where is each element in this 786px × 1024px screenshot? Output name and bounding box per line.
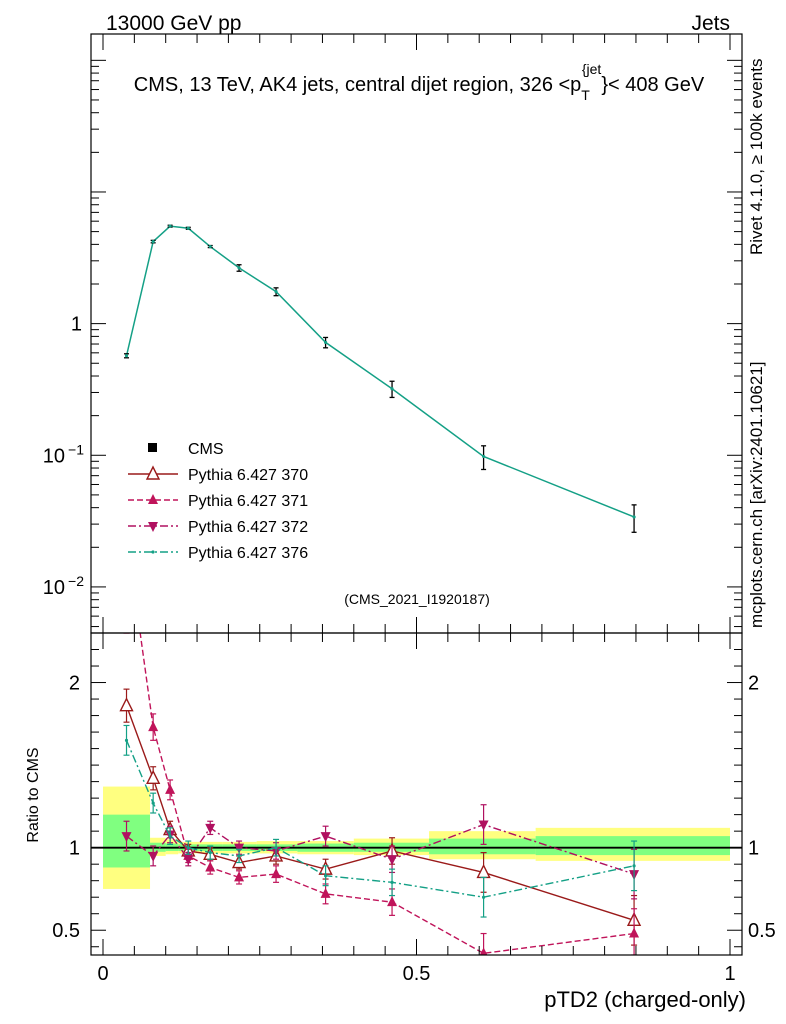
legend-cms-marker <box>148 443 157 452</box>
ratio-panel: 0.5 0.5 1 1 2 2 0 0.5 1 <box>52 34 776 985</box>
ratio-marker <box>481 895 486 899</box>
analysis-id-label: (CMS_2021_I1920187) <box>344 591 490 607</box>
side-label-top: Rivet 4.1.0, ≥ 100k events <box>747 59 766 255</box>
x-axis-label: pTD2 (charged-only) <box>544 987 746 1012</box>
ratio-marker <box>205 823 216 834</box>
ratio-marker <box>148 721 159 732</box>
x-tick-label: 0 <box>97 963 108 985</box>
chart-title-end: }< 408 GeV <box>601 74 705 96</box>
ratio-marker <box>119 697 134 712</box>
ratio-marker <box>151 550 155 554</box>
legend-label: CMS <box>188 441 224 458</box>
main-y-tick-label: 1 <box>71 314 82 336</box>
ratio-marker <box>387 855 398 866</box>
ratio-marker <box>274 846 278 850</box>
green-band-segment <box>535 836 730 856</box>
data-point <box>124 354 129 358</box>
main-y-tick-label: 10 <box>43 577 65 599</box>
ratio-marker <box>629 927 640 938</box>
ratio-marker <box>205 861 216 872</box>
ratio-series-group <box>121 804 640 900</box>
main-y-tick-exponent: −2 <box>68 573 84 589</box>
ratio-marker <box>271 868 282 879</box>
legend: CMS Pythia 6.427 370 Pythia 6.427 371 Pythi… <box>128 441 308 562</box>
ratio-marker <box>323 874 328 878</box>
ratio-marker <box>148 522 158 532</box>
chart-title-sup: {jet <box>582 61 602 77</box>
ratio-frame <box>90 632 743 956</box>
ratio-series-line <box>125 740 635 898</box>
ratio-marker <box>165 783 176 794</box>
data-point <box>208 244 212 249</box>
ratio-y-tick-label-right: 1 <box>748 838 759 860</box>
ratio-series-line <box>125 705 635 921</box>
ratio-marker <box>124 738 129 742</box>
ratio-marker <box>390 880 394 884</box>
data-point <box>390 387 394 391</box>
header-right: Jets <box>691 12 730 35</box>
ratio-series-group <box>123 724 638 918</box>
ratio-marker <box>479 947 488 955</box>
ratio-series-group <box>119 688 642 946</box>
main-frame <box>90 33 743 634</box>
data-point <box>632 515 636 519</box>
data-point <box>274 290 278 294</box>
ratio-marker <box>320 832 331 843</box>
data-point <box>186 226 190 230</box>
ratio-marker <box>632 864 636 868</box>
ratio-marker <box>145 465 161 480</box>
ratio-marker <box>186 846 190 850</box>
ratio-marker <box>122 528 132 538</box>
data-point <box>481 454 486 459</box>
ratio-marker <box>208 851 212 855</box>
ratio-marker <box>151 801 155 805</box>
ratio-y-tick-label: 0.5 <box>52 920 80 942</box>
main-y-tick-label: 10 <box>43 445 65 467</box>
data-point <box>168 224 172 228</box>
ratio-marker <box>148 494 158 504</box>
legend-label: Pythia 6.427 372 <box>188 519 308 536</box>
data-point <box>237 266 241 270</box>
legend-label: Pythia 6.427 371 <box>188 493 308 510</box>
main-y-tick-exponent: −1 <box>68 441 84 457</box>
green-band-segment <box>429 838 536 855</box>
chart-title-sub: T <box>581 87 590 103</box>
header-left: 13000 GeV pp <box>106 12 241 35</box>
ratio-y-tick-label-right: 2 <box>748 673 759 695</box>
side-label-bottom: mcplots.cern.ch [arXiv:2401.10621] <box>747 362 766 628</box>
main-panel: 110−110−2 <box>43 33 743 634</box>
ratio-marker <box>168 834 172 838</box>
ratio-marker <box>148 851 159 862</box>
ratio-marker <box>234 843 245 854</box>
ratio-y-tick-label: 2 <box>69 673 80 695</box>
ratio-marker <box>320 887 331 898</box>
data-point <box>323 340 328 345</box>
x-tick-label: 0.5 <box>403 963 431 985</box>
ratio-marker <box>146 769 161 785</box>
x-tick-label: 1 <box>724 963 735 985</box>
ratio-marker <box>234 871 245 882</box>
ratio-marker <box>121 832 132 843</box>
ratio-marker <box>183 855 194 866</box>
legend-label: Pythia 6.427 370 <box>188 467 308 484</box>
ratio-marker <box>237 854 241 858</box>
chart-title-main: CMS, 13 TeV, AK4 jets, central dijet reg… <box>134 74 582 96</box>
data-point <box>151 239 155 244</box>
ratio-y-axis-label: Ratio to CMS <box>25 747 42 842</box>
chart-title: CMS, 13 TeV, AK4 jets, central dijet reg… <box>134 61 705 103</box>
ratio-y-tick-label: 1 <box>69 838 80 860</box>
ratio-y-tick-label-right: 0.5 <box>748 920 776 942</box>
ratio-marker <box>478 820 489 831</box>
ratio-marker <box>387 896 398 907</box>
legend-label: Pythia 6.427 376 <box>188 545 308 562</box>
